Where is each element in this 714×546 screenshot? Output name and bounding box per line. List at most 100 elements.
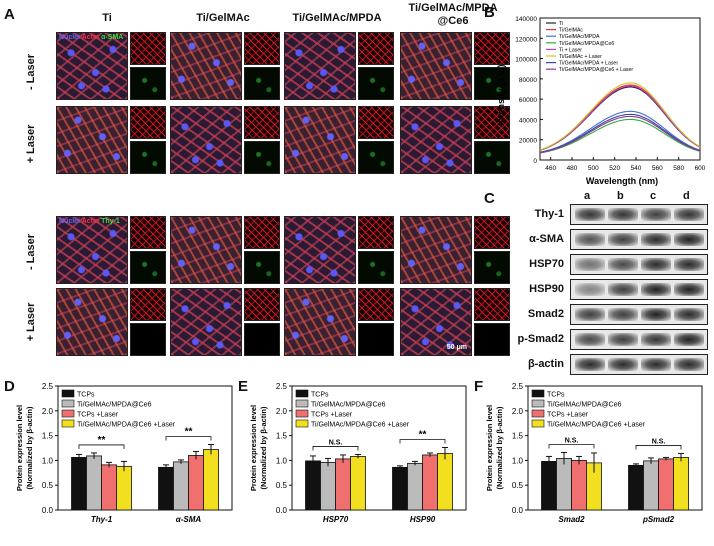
micrograph-actin bbox=[358, 106, 394, 139]
legend-label: Ti/GelMAc/MPDA@Ce6 bbox=[559, 41, 614, 47]
bar bbox=[158, 466, 174, 511]
micrograph-marker bbox=[130, 323, 166, 356]
blot-strip bbox=[570, 304, 708, 325]
bar bbox=[673, 457, 689, 511]
blot-band bbox=[641, 233, 671, 246]
bar-frame bbox=[57, 385, 233, 511]
blot-strip bbox=[570, 329, 708, 350]
micrograph-actin bbox=[358, 288, 394, 321]
bar bbox=[643, 460, 659, 511]
micrograph-merged bbox=[170, 288, 242, 356]
blot-band bbox=[575, 283, 605, 296]
bar bbox=[628, 464, 644, 511]
legend-swatch bbox=[531, 399, 545, 408]
legend-label: TCPs bbox=[311, 392, 329, 399]
micrograph-merged bbox=[170, 32, 242, 100]
panel-letter-b: B bbox=[484, 4, 495, 21]
blot-protein-label: β-actin bbox=[527, 358, 564, 370]
y-tick-label: 1.5 bbox=[276, 432, 288, 441]
col-header-ti-gelmac-mpda-ce6-line2: @Ce6 bbox=[437, 15, 469, 27]
y-tick-label: 20000 bbox=[519, 138, 537, 145]
micrograph-marker bbox=[474, 141, 510, 174]
micrograph-marker bbox=[358, 67, 394, 100]
y-tick-label: 1.5 bbox=[42, 432, 54, 441]
micrograph-actin bbox=[474, 32, 510, 65]
micrograph-merged bbox=[56, 288, 128, 356]
blot-strip bbox=[570, 204, 708, 225]
significance-bracket bbox=[635, 445, 682, 450]
stain-legend: Nuclei Actin Thy-1 bbox=[59, 218, 120, 225]
stain-label: Nuclei bbox=[59, 218, 81, 225]
micrograph-merged bbox=[170, 216, 242, 284]
y-tick-label: 2.0 bbox=[512, 407, 524, 416]
significance-mark: N.S. bbox=[652, 438, 666, 445]
lane-label: d bbox=[683, 190, 690, 202]
row-label-top-plus-laser: + Laser bbox=[25, 124, 37, 164]
significance-mark: ** bbox=[419, 430, 427, 441]
bar bbox=[116, 465, 132, 511]
micrograph-merged bbox=[284, 106, 356, 174]
micrograph-merged: Nuclei Actin α-SMA bbox=[56, 32, 128, 100]
y-tick-label: 140000 bbox=[515, 16, 537, 23]
legend-swatch bbox=[61, 409, 75, 418]
row-label-top-minus-laser: - Laser bbox=[25, 53, 37, 91]
x-tick-label: 500 bbox=[588, 165, 599, 172]
blot-protein-label: Thy-1 bbox=[534, 208, 564, 220]
panel-letter-a: A bbox=[4, 6, 15, 23]
bar bbox=[305, 460, 321, 511]
legend-swatch bbox=[295, 399, 309, 408]
legend-label: TCPs +Laser bbox=[547, 412, 589, 419]
legend-swatch bbox=[61, 419, 75, 428]
panel-letter-f: F bbox=[474, 378, 484, 395]
legend-label: Ti bbox=[559, 21, 563, 27]
blot-band bbox=[641, 308, 671, 321]
lane-label: b bbox=[617, 190, 624, 202]
blot-band bbox=[608, 333, 638, 346]
category-label: Thy-1 bbox=[91, 515, 113, 524]
bar bbox=[571, 460, 587, 511]
blot-band bbox=[575, 208, 605, 221]
y-tick-label: 2.5 bbox=[512, 382, 524, 391]
spectra-frame bbox=[539, 17, 701, 161]
y-tick-label: 2.5 bbox=[42, 382, 54, 391]
bar-frame bbox=[527, 385, 703, 511]
significance-bracket bbox=[312, 446, 359, 451]
blot-band bbox=[674, 358, 704, 371]
y-tick-label: 0.0 bbox=[512, 506, 524, 515]
micrograph-marker bbox=[474, 323, 510, 356]
x-tick-label: 480 bbox=[567, 165, 578, 172]
blot-band bbox=[674, 258, 704, 271]
spectrum-line bbox=[539, 115, 701, 154]
y-tick-label: 0.5 bbox=[512, 481, 524, 490]
micrograph-actin bbox=[474, 106, 510, 139]
legend-label: TCPs +Laser bbox=[311, 412, 353, 419]
blot-protein-label: HSP70 bbox=[529, 258, 564, 270]
spectra-ylabel: Intensity (a.u.) bbox=[496, 64, 506, 125]
bar-chart-f: 0.0 0.5 1.0 1.5 2.0 2.5 Protein expression lev… bbox=[485, 382, 703, 524]
micrograph-actin bbox=[130, 288, 166, 321]
legend-label: Ti/GelMAc/MPDA@Ce6 bbox=[77, 402, 152, 409]
x-tick-label: 460 bbox=[545, 165, 556, 172]
y-tick-label: 40000 bbox=[519, 117, 537, 124]
micrograph-marker bbox=[244, 323, 280, 356]
bar bbox=[101, 464, 117, 511]
blot-band bbox=[575, 233, 605, 246]
bar bbox=[541, 460, 557, 511]
legend-label: Ti/GelMAc/MPDA bbox=[559, 34, 600, 40]
micrograph-marker bbox=[130, 251, 166, 284]
bar bbox=[320, 461, 336, 511]
legend-label: TCPs bbox=[77, 392, 95, 399]
legend-label: Ti/GelMAc/MPDA@Ce6 +Laser bbox=[311, 422, 410, 429]
bar bbox=[86, 455, 102, 511]
y-tick-label: 0.0 bbox=[42, 506, 54, 515]
bar-ylabel: (Normalized by β-actin) bbox=[495, 406, 504, 489]
legend-swatch bbox=[295, 419, 309, 428]
blot-band bbox=[674, 308, 704, 321]
legend-label: Ti/GelMAc + Laser bbox=[559, 54, 602, 60]
spectrum-line bbox=[539, 110, 701, 153]
col-header-ti-gelmac-mpda-ce6-line1: Ti/GelMAc/MPDA bbox=[408, 2, 498, 14]
bar-ylabel: (Normalized by β-actin) bbox=[259, 406, 268, 489]
micrograph-merged: Nuclei Actin Thy-1 bbox=[56, 216, 128, 284]
significance-bracket bbox=[165, 436, 212, 441]
legend-label: Ti/GelMAc/MPDA + Laser bbox=[559, 61, 618, 67]
